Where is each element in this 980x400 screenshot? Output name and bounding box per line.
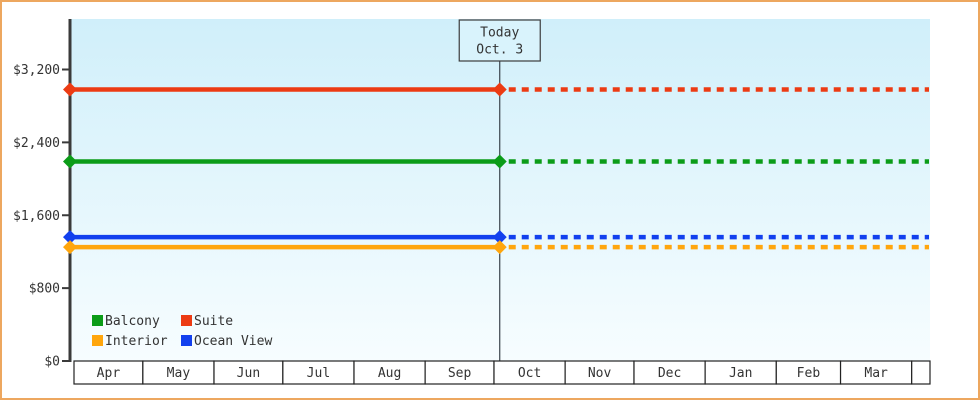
series-suite-today-marker	[492, 82, 507, 97]
month-label-jun: Jun	[237, 366, 260, 381]
legend-swatch-balcony	[92, 315, 103, 326]
today-marker-group: Today Oct. 3	[458, 19, 541, 361]
series-interior-start-marker	[63, 240, 77, 255]
plot-layer: $0 $800 $1,600 $2,400 $3,200	[13, 19, 930, 370]
y-axis-tick-label: $0	[44, 355, 60, 370]
month-label-jan: Jan	[729, 366, 752, 381]
series-balcony-start-marker	[63, 154, 77, 169]
y-axis-tick-label: $2,400	[13, 136, 60, 151]
legend-label-suite: Suite	[194, 314, 233, 329]
today-label-line1: Today	[480, 26, 519, 41]
today-label-box	[458, 19, 541, 62]
month-label-apr: Apr	[97, 366, 121, 381]
legend-label-ocean-view: Ocean View	[194, 334, 272, 349]
month-label-dec: Dec	[658, 366, 681, 381]
today-label-line2: Oct. 3	[476, 43, 523, 58]
series-ocean-view-start-marker	[63, 230, 77, 245]
y-axis-tick-label: $800	[29, 282, 60, 297]
series-ocean-view-today-marker	[492, 230, 507, 245]
series-balcony-today-marker	[492, 154, 507, 169]
legend-swatch-ocean-view	[181, 335, 192, 346]
legend-label-interior: Interior	[105, 334, 168, 349]
month-label-sep: Sep	[448, 366, 472, 381]
month-label-oct: Oct	[518, 366, 541, 381]
month-cell-partial	[911, 360, 931, 385]
series-interior-today-marker	[492, 240, 507, 255]
y-axis-tick-label: $1,600	[13, 209, 60, 224]
month-label-may: May	[167, 366, 191, 381]
plot-background	[71, 19, 930, 361]
y-axis-tick-label: $3,200	[13, 63, 60, 78]
month-label-jul: Jul	[307, 366, 330, 381]
legend-swatch-interior	[92, 335, 103, 346]
month-label-nov: Nov	[588, 366, 612, 381]
legend-swatch-suite	[181, 315, 192, 326]
overlay-layer: Balcony Suite Interior Ocean View Apr May Jun J…	[63, 82, 931, 385]
month-label-mar: Mar	[864, 366, 888, 381]
series-suite-start-marker	[63, 82, 77, 97]
legend-label-balcony: Balcony	[105, 314, 160, 329]
month-label-feb: Feb	[797, 366, 821, 381]
month-label-aug: Aug	[378, 366, 401, 381]
